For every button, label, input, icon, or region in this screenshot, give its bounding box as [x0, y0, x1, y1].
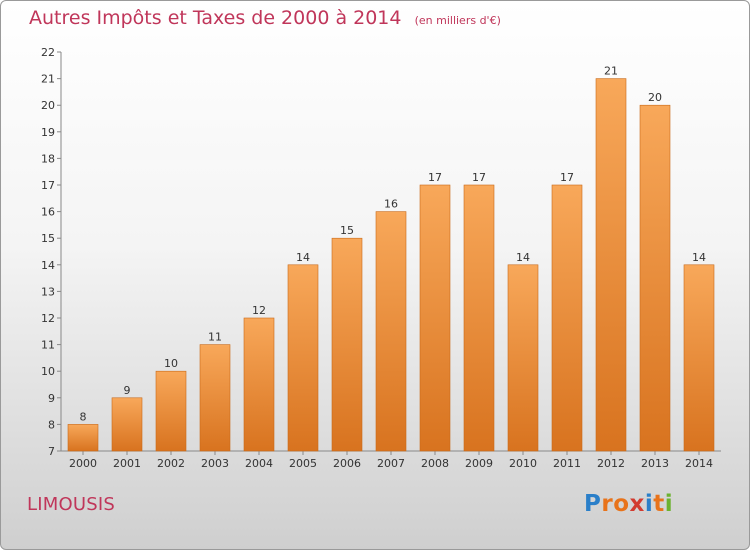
bar [243, 317, 275, 452]
x-tick-label: 2002 [157, 457, 185, 470]
y-tick-label: 17 [41, 179, 55, 192]
y-tick-label: 21 [41, 73, 55, 86]
bar [111, 397, 143, 452]
x-tick-label: 2011 [553, 457, 581, 470]
bar [67, 424, 99, 452]
x-tick-label: 2001 [113, 457, 141, 470]
x-tick-label: 2006 [333, 457, 361, 470]
y-tick-label: 22 [41, 46, 55, 59]
x-tick-label: 2013 [641, 457, 669, 470]
logo-letter: x [629, 491, 645, 517]
chart-bars [67, 78, 715, 452]
bar-value-label: 11 [208, 331, 222, 344]
x-tick-label: 2012 [597, 457, 625, 470]
logo-letter: P [584, 491, 602, 517]
x-tick-label: 2000 [69, 457, 97, 470]
bar-value-label: 15 [340, 224, 354, 237]
bar [419, 184, 451, 452]
chart-data-labels: 8 9 10 11 12 14 15 16 17 17 14 17 21 20 14 [80, 65, 707, 424]
bar-value-label: 20 [648, 91, 662, 104]
y-tick-label: 12 [41, 312, 55, 325]
y-tick-label: 9 [48, 392, 55, 405]
x-tick-label: 2007 [377, 457, 405, 470]
bar [463, 184, 495, 452]
x-tick-label: 2009 [465, 457, 493, 470]
bar-value-label: 17 [472, 171, 486, 184]
y-tick-label: 11 [41, 339, 55, 352]
y-tick-label: 19 [41, 126, 55, 139]
bar-value-label: 12 [252, 304, 266, 317]
y-tick-label: 18 [41, 152, 55, 165]
y-tick-label: 15 [41, 232, 55, 245]
x-tick-label: 2004 [245, 457, 273, 470]
x-tick-label: 2008 [421, 457, 449, 470]
logo-letter: o [613, 491, 630, 517]
bar [551, 184, 583, 452]
bar-value-label: 9 [124, 384, 131, 397]
logo-letter: i [644, 491, 654, 517]
bar-value-label: 16 [384, 198, 398, 211]
logo-letter: t [653, 491, 665, 517]
bar [155, 370, 187, 452]
bar [331, 237, 363, 452]
chart-title: Autres Impôts et Taxes de 2000 à 2014 [29, 7, 402, 29]
bar-value-label: 14 [692, 251, 706, 264]
bar [199, 344, 231, 452]
bar [287, 264, 319, 452]
x-tick-label: 2003 [201, 457, 229, 470]
bar-value-label: 17 [428, 171, 442, 184]
bar [683, 264, 715, 452]
bar-value-label: 14 [516, 251, 530, 264]
proxiti-logo: Proxiti [584, 491, 673, 517]
bar-value-label: 21 [604, 65, 618, 78]
bar [507, 264, 539, 452]
x-tick-label: 2014 [685, 457, 713, 470]
bar [375, 211, 407, 452]
bar-value-label: 10 [164, 357, 178, 370]
y-tick-label: 10 [41, 365, 55, 378]
chart-unit: (en milliers d'€) [414, 14, 501, 27]
bar-value-label: 17 [560, 171, 574, 184]
chart-title-row: Autres Impôts et Taxes de 2000 à 2014 (e… [29, 7, 501, 29]
y-tick-label: 16 [41, 206, 55, 219]
y-tick-label: 13 [41, 285, 55, 298]
bar-value-label: 8 [80, 410, 87, 423]
logo-letter: i [664, 491, 674, 517]
bar-value-label: 14 [296, 251, 310, 264]
logo-letter: r [601, 491, 614, 517]
y-tick-label: 7 [48, 445, 55, 458]
bar [639, 104, 671, 452]
commune-name: LIMOUSIS [27, 494, 115, 515]
y-tick-label: 14 [41, 259, 55, 272]
x-tick-label: 2005 [289, 457, 317, 470]
x-tick-label: 2010 [509, 457, 537, 470]
bar [595, 78, 627, 452]
y-tick-label: 20 [41, 99, 55, 112]
y-tick-label: 8 [48, 418, 55, 431]
